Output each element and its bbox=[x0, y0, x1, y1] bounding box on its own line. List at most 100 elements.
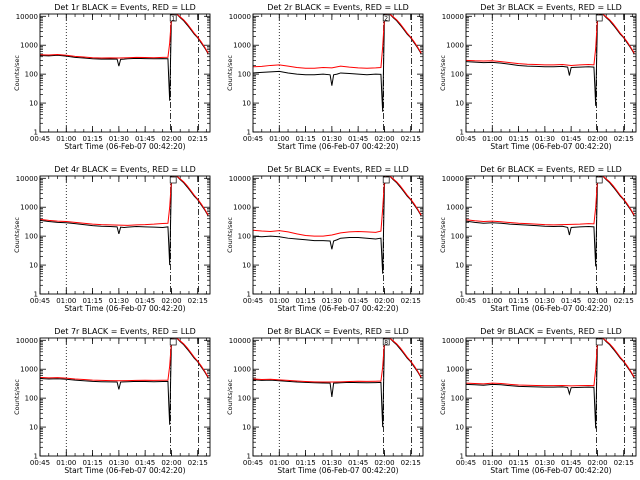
y-axis-label: Counts/sec bbox=[439, 217, 447, 253]
x-tick-label: 02:15 bbox=[401, 459, 421, 467]
series-group bbox=[40, 338, 209, 425]
detector-panel-2: Det 2r BLACK = Events, RED = LLD 1 10 100 10… bbox=[226, 3, 424, 151]
x-tick-label: 01:30 bbox=[535, 135, 555, 143]
y-tick-label: 10000 bbox=[229, 13, 251, 21]
x-axis-label: Start Time (06-Feb-07 00:42:20) bbox=[64, 466, 185, 475]
y-tick-label: 10 bbox=[242, 424, 251, 432]
y-tick-label: 1 bbox=[460, 291, 464, 299]
x-tick-label: 02:00 bbox=[374, 297, 394, 305]
x-tick-label: 01:15 bbox=[508, 135, 528, 143]
x-tick-label: 00:45 bbox=[456, 135, 476, 143]
flare-marker-box bbox=[595, 338, 603, 346]
plot-frame bbox=[39, 175, 211, 295]
y-tick-label: 1000 bbox=[233, 204, 251, 212]
x-tick-label: 01:30 bbox=[322, 135, 342, 143]
y-tick-label: 1 bbox=[247, 129, 251, 137]
detector-panel-3: Det 3r BLACK = Events, RED = LLD 1 10 100 10… bbox=[439, 3, 637, 151]
y-axis-label: Counts/sec bbox=[226, 55, 234, 91]
y-tick-label: 1 bbox=[34, 453, 38, 461]
flare-marker-box bbox=[169, 14, 177, 22]
series-lld-line bbox=[253, 338, 422, 383]
x-axis: 00:45 01:00 01:15 01:30 01:45 02:00 02:15 bbox=[30, 176, 208, 305]
x-tick-label: 01:30 bbox=[109, 297, 129, 305]
flare-marker bbox=[595, 338, 603, 346]
y-axis: 1 10 100 1000 10000 bbox=[442, 175, 636, 299]
series-lld-line bbox=[466, 338, 635, 387]
flare-marker: 2 bbox=[382, 14, 390, 22]
x-tick-label: 02:00 bbox=[587, 297, 607, 305]
y-tick-label: 10 bbox=[242, 100, 251, 108]
x-axis-label: Start Time (06-Feb-07 00:42:20) bbox=[490, 466, 611, 475]
x-tick-label: 01:45 bbox=[561, 297, 581, 305]
x-axis: 00:45 01:00 01:15 01:30 01:45 02:00 02:15 bbox=[30, 14, 208, 143]
flare-marker-box bbox=[382, 338, 390, 346]
x-axis: 00:45 01:00 01:15 01:30 01:45 02:00 02:15 bbox=[456, 338, 634, 467]
series-events-line bbox=[40, 338, 209, 425]
plot-frame bbox=[252, 13, 424, 133]
x-axis: 00:45 01:00 01:15 01:30 01:45 02:00 02:15 bbox=[30, 338, 208, 467]
series-group bbox=[466, 338, 635, 429]
x-tick-label: 01:45 bbox=[348, 297, 368, 305]
series-lld-line bbox=[40, 176, 209, 226]
y-tick-label: 1000 bbox=[446, 204, 464, 212]
series-events-line bbox=[253, 14, 422, 112]
x-tick-label: 01:45 bbox=[561, 459, 581, 467]
plot-frame bbox=[465, 13, 637, 133]
series-events-line bbox=[253, 338, 422, 428]
x-tick-label: 01:15 bbox=[508, 459, 528, 467]
series-group bbox=[40, 14, 209, 101]
y-tick-label: 1000 bbox=[233, 366, 251, 374]
x-axis: 00:45 01:00 01:15 01:30 01:45 02:00 02:15 bbox=[243, 338, 421, 467]
plot-frame bbox=[465, 337, 637, 457]
y-tick-label: 100 bbox=[451, 71, 464, 79]
y-tick-label: 100 bbox=[25, 233, 38, 241]
plot-frame bbox=[252, 175, 424, 295]
x-axis-label: Start Time (06-Feb-07 00:42:20) bbox=[277, 304, 398, 313]
flare-marker-label: 1 bbox=[171, 15, 175, 22]
x-tick-label: 01:15 bbox=[82, 135, 102, 143]
panel-title: Det 9r BLACK = Events, RED = LLD bbox=[480, 327, 622, 336]
y-axis: 1 10 100 1000 10000 bbox=[229, 337, 423, 461]
time-markers bbox=[491, 176, 626, 294]
x-tick-label: 01:45 bbox=[348, 459, 368, 467]
time-markers bbox=[65, 176, 200, 294]
y-tick-label: 1 bbox=[247, 453, 251, 461]
y-tick-label: 1 bbox=[247, 291, 251, 299]
y-tick-label: 1000 bbox=[20, 366, 38, 374]
x-tick-label: 02:00 bbox=[161, 297, 181, 305]
flare-marker bbox=[169, 176, 177, 184]
flare-marker-label: 8 bbox=[384, 339, 388, 346]
x-axis: 00:45 01:00 01:15 01:30 01:45 02:00 02:15 bbox=[243, 176, 421, 305]
x-tick-label: 01:00 bbox=[482, 459, 502, 467]
x-tick-label: 01:00 bbox=[56, 135, 76, 143]
series-events-line bbox=[466, 176, 635, 267]
time-markers bbox=[491, 14, 626, 132]
x-tick-label: 02:15 bbox=[614, 459, 634, 467]
panel-title: Det 4r BLACK = Events, RED = LLD bbox=[54, 165, 196, 174]
y-tick-label: 10 bbox=[455, 262, 464, 270]
x-tick-label: 02:00 bbox=[161, 459, 181, 467]
y-axis-label: Counts/sec bbox=[13, 217, 21, 253]
series-lld-line bbox=[466, 176, 635, 226]
series-lld-line bbox=[253, 14, 422, 69]
flare-marker-box bbox=[382, 176, 390, 184]
y-axis: 1 10 100 1000 10000 bbox=[229, 13, 423, 137]
x-tick-label: 01:00 bbox=[269, 297, 289, 305]
y-tick-label: 100 bbox=[25, 395, 38, 403]
time-markers bbox=[491, 338, 626, 456]
series-events-line bbox=[40, 14, 209, 101]
detector-panel-1: Det 1r BLACK = Events, RED = LLD11010010… bbox=[13, 3, 211, 151]
series-events-line bbox=[40, 176, 209, 266]
x-tick-label: 01:45 bbox=[561, 135, 581, 143]
y-tick-label: 1 bbox=[460, 453, 464, 461]
y-axis: 1 10 100 1000 10000 bbox=[442, 13, 636, 137]
x-tick-label: 00:45 bbox=[30, 297, 50, 305]
x-tick-label: 02:15 bbox=[614, 135, 634, 143]
series-group bbox=[253, 14, 422, 112]
series-events-line bbox=[253, 176, 422, 274]
x-tick-label: 00:45 bbox=[456, 297, 476, 305]
y-tick-label: 1000 bbox=[446, 366, 464, 374]
panel-title: Det 2r BLACK = Events, RED = LLD bbox=[267, 3, 409, 12]
x-axis-label: Start Time (06-Feb-07 00:42:20) bbox=[64, 142, 185, 151]
flare-marker-label: 2 bbox=[384, 15, 388, 22]
